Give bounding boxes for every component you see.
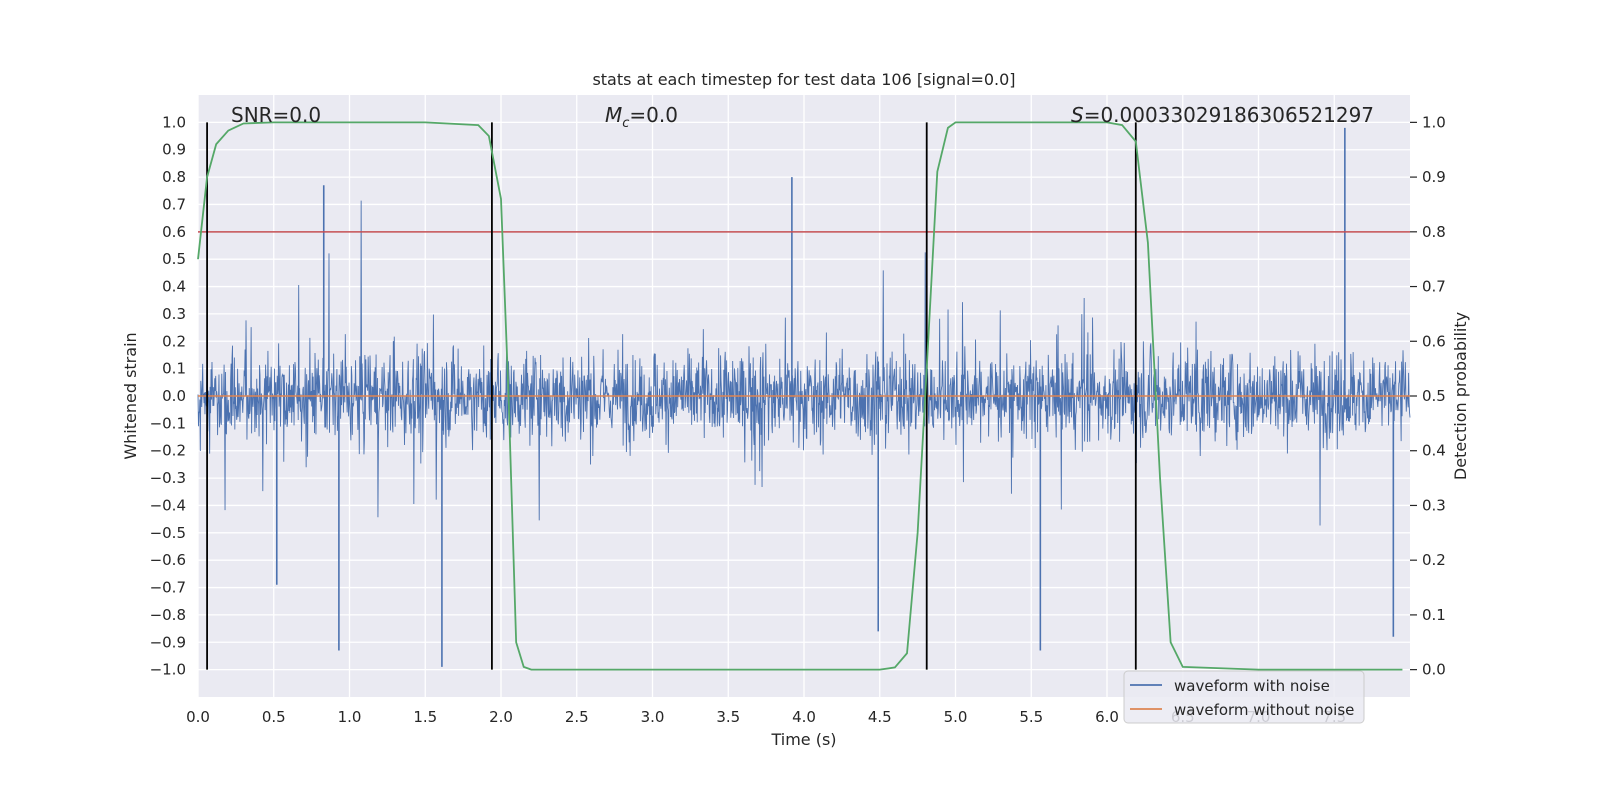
mc-subscript: c (622, 116, 629, 131)
y-tick-label: 0.4 (162, 278, 186, 296)
y2-tick-label: 0.9 (1422, 168, 1446, 186)
y2-tick-label: 0.2 (1422, 551, 1446, 569)
chirp-mass-annotation: Mc=0.0 (605, 103, 678, 131)
y-tick-label: −0.9 (150, 633, 186, 651)
detection-probability-line (197, 121, 1403, 671)
waveform-with-noise (197, 127, 1411, 667)
y-tick-label: 0.8 (162, 168, 186, 186)
y-tick-label: −1.0 (150, 661, 186, 679)
y-tick-label: −0.8 (150, 606, 186, 624)
x-tick-label: 4.5 (868, 708, 892, 726)
s-symbol: S (1071, 103, 1084, 127)
x-tick-label: 3.0 (641, 708, 665, 726)
y-tick-label: 0.2 (162, 332, 186, 350)
x-tick-label: 6.0 (1095, 708, 1119, 726)
y-tick-label: −0.5 (150, 524, 186, 542)
x-tick-label: 2.0 (489, 708, 513, 726)
s-annotation: S=0.00033029186306521297 (1071, 103, 1374, 127)
chart-title: stats at each timestep for test data 106… (592, 70, 1015, 89)
y-tick-label: −0.3 (150, 469, 186, 487)
mc-value: =0.0 (629, 103, 678, 127)
x-tick-label: 0.0 (186, 708, 210, 726)
x-tick-label: 2.5 (565, 708, 589, 726)
y2-tick-label: 0.1 (1422, 606, 1446, 624)
y-tick-label: −0.2 (150, 442, 186, 460)
y-axis-label: Whitened strain (121, 332, 140, 459)
y-tick-label: 0.6 (162, 223, 186, 241)
y2-tick-label: 1.0 (1422, 113, 1446, 131)
x-tick-label: 1.5 (413, 708, 437, 726)
x-axis-label: Time (s) (770, 730, 836, 749)
legend-box (1123, 670, 1365, 724)
y2-tick-label: 0.7 (1422, 278, 1446, 296)
y-tick-label: −0.6 (150, 551, 186, 569)
x-tick-label: 5.5 (1019, 708, 1043, 726)
x-tick-label: 5.0 (944, 708, 968, 726)
x-tick-label: 4.0 (792, 708, 816, 726)
snr-annotation: SNR=0.0 (231, 103, 321, 127)
x-tick-label: 3.5 (716, 708, 740, 726)
legend-label-waveform-with-noise: waveform with noise (1174, 677, 1330, 695)
y-tick-label: −0.4 (150, 496, 186, 514)
legend-label-waveform-without-noise: waveform without noise (1174, 701, 1354, 719)
y-tick-label: −0.7 (150, 579, 186, 597)
mc-symbol: M (605, 103, 622, 127)
y-tick-label: 0.3 (162, 305, 186, 323)
y-tick-label: −0.1 (150, 414, 186, 432)
s-value: =0.00033029186306521297 (1084, 103, 1374, 127)
y2-tick-label: 0.3 (1422, 496, 1446, 514)
waveform-with-noise-line (197, 200, 1411, 526)
y2-axis-label: Detection probability (1451, 312, 1470, 480)
y2-tick-label: 0.6 (1422, 332, 1446, 350)
y-tick-label: 0.0 (162, 387, 186, 405)
y-tick-label: 0.5 (162, 250, 186, 268)
x-tick-label: 1.0 (338, 708, 362, 726)
y2-tick-label: 0.5 (1422, 387, 1446, 405)
y-tick-label: 0.1 (162, 360, 186, 378)
legend: waveform with noise waveform without noi… (1123, 670, 1365, 724)
y2-tick-label: 0.4 (1422, 442, 1446, 460)
x-tick-label: 0.5 (262, 708, 286, 726)
y2-tick-label: 0.0 (1422, 661, 1446, 679)
y-tick-label: 1.0 (162, 113, 186, 131)
y2-tick-label: 0.8 (1422, 223, 1446, 241)
y-tick-label: 0.7 (162, 195, 186, 213)
y-tick-label: 0.9 (162, 141, 186, 159)
overlay-lines (197, 121, 1410, 671)
